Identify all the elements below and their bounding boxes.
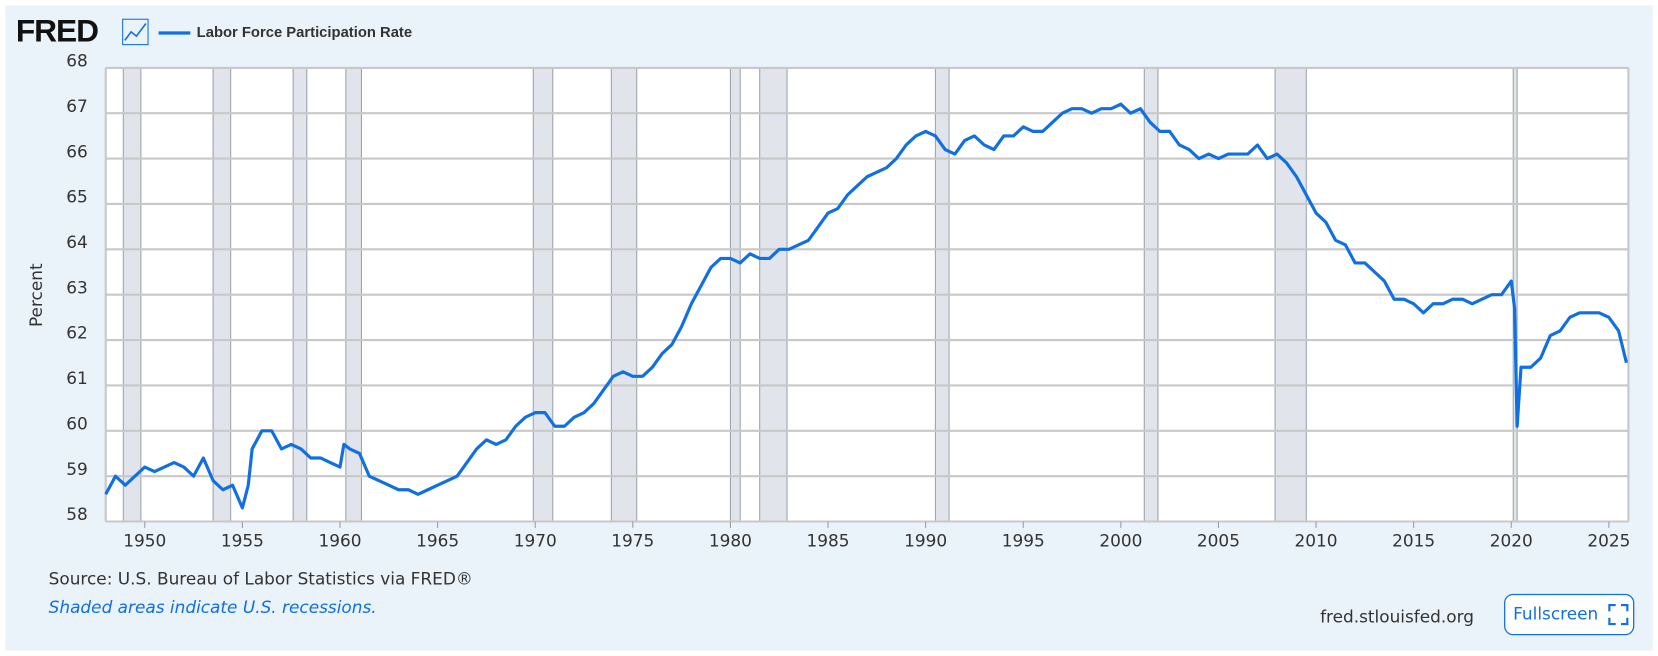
fullscreen-button[interactable]: Fullscreen <box>1504 593 1635 636</box>
y-tick-label: 68 <box>66 51 88 71</box>
x-tick-label: 2005 <box>1197 531 1240 551</box>
x-tick-label: 1960 <box>318 531 361 551</box>
logo: FRED <box>16 12 98 48</box>
y-tick-label: 67 <box>66 96 88 116</box>
note: Shaded areas indicate U.S. recessions. <box>49 597 377 617</box>
x-tick-label: 1980 <box>709 531 752 551</box>
source: Source: U.S. Bureau of Labor Statistics … <box>49 569 473 589</box>
y-tick-label: 66 <box>66 141 88 161</box>
x-tick-label: 1985 <box>807 531 850 551</box>
x-tick-label: 2000 <box>1099 531 1142 551</box>
site-link[interactable]: fred.stlouisfed.org <box>1320 607 1474 627</box>
y-tick-label: 60 <box>66 413 88 433</box>
y-tick-label: 58 <box>66 504 88 524</box>
x-tick-label: 1970 <box>514 531 557 551</box>
x-tick-label: 2015 <box>1392 531 1435 551</box>
x-tick-label: 1995 <box>1002 531 1045 551</box>
x-tick-label: 2020 <box>1490 531 1533 551</box>
button-label[interactable]: Fullscreen <box>1513 604 1598 624</box>
y-tick-label: 59 <box>66 459 88 479</box>
y-tick-label: 61 <box>66 368 88 388</box>
button-frame[interactable] <box>1504 593 1635 636</box>
y-tick-label: 64 <box>66 232 88 252</box>
x-tick-label: 2010 <box>1295 531 1338 551</box>
y-tick-label: 63 <box>66 277 88 297</box>
logo-icon <box>122 18 149 46</box>
button-icon[interactable] <box>1608 603 1629 626</box>
x-tick-label: 1975 <box>611 531 654 551</box>
x-tick-label: 1990 <box>904 531 947 551</box>
y-tick-label: 65 <box>66 187 88 207</box>
y-tick-label: 62 <box>66 323 88 343</box>
legend-label: Labor Force Participation Rate <box>197 25 412 41</box>
x-tick-label: 2025 <box>1587 531 1630 551</box>
x-tick-label: 1965 <box>416 531 459 551</box>
x-tick-label: 1955 <box>221 531 264 551</box>
x-tick-label: 1950 <box>123 531 166 551</box>
series-line <box>104 102 1628 510</box>
y-axis-label: Percent <box>26 263 46 327</box>
logo-icon-line <box>124 22 147 41</box>
